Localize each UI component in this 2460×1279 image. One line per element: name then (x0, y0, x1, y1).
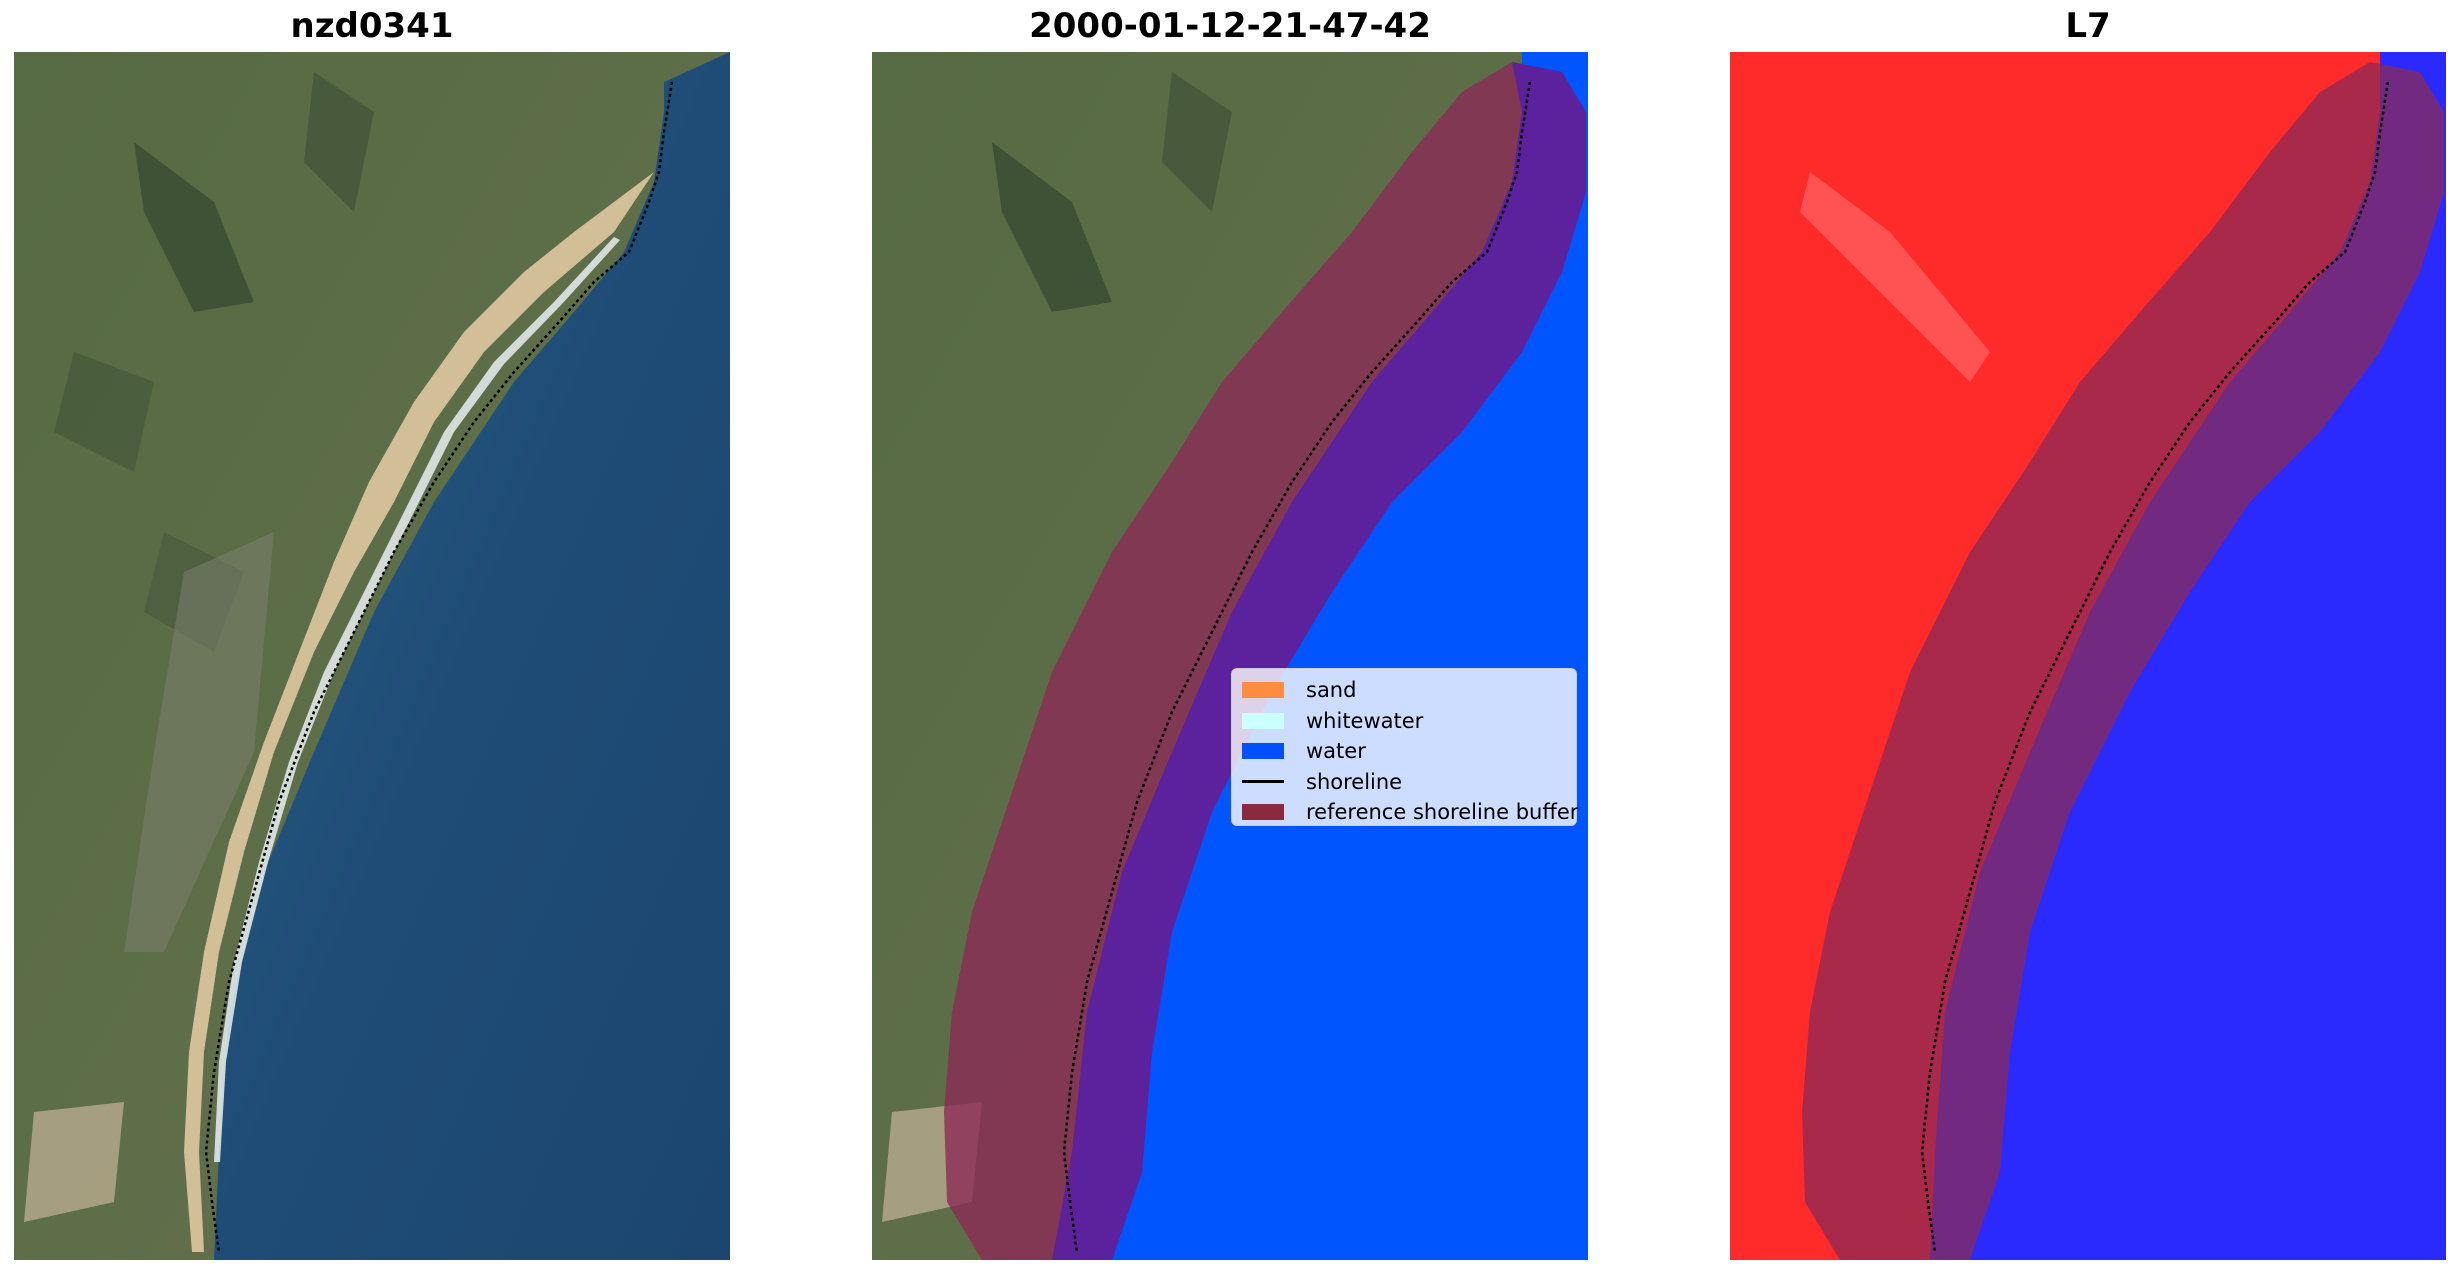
classified-shoreline (1062, 81, 1532, 1253)
water-swatch (1242, 743, 1284, 760)
sand-swatch (1242, 682, 1284, 699)
legend-item-buffer: reference shoreline buffer (1242, 797, 1578, 828)
whitewater-swatch (1242, 712, 1284, 729)
buffer-swatch (1242, 804, 1284, 821)
rgb-shoreline (204, 81, 674, 1253)
classified-image-panel (872, 52, 1588, 1260)
legend-label: reference shoreline buffer (1306, 800, 1579, 825)
legend: sand whitewater water shoreline referenc… (1231, 668, 1578, 828)
index-image (1730, 52, 2446, 1260)
panel-title-classified: 2000-01-12-21-47-42 (1029, 6, 1431, 46)
rgb-image-panel (14, 52, 730, 1260)
legend-label: shoreline (1306, 769, 1403, 794)
index-image-panel (1730, 52, 2446, 1260)
legend-item-shoreline: shoreline (1242, 767, 1566, 798)
panel-title-index: L7 (2065, 6, 2111, 46)
rgb-satellite-image (14, 52, 730, 1260)
legend-item-water: water (1242, 736, 1566, 767)
legend-label: water (1306, 739, 1366, 764)
panel-title-rgb: nzd0341 (290, 6, 454, 46)
shoreline-swatch (1242, 780, 1284, 784)
legend-label: sand (1306, 678, 1357, 703)
legend-item-sand: sand (1242, 675, 1566, 706)
index-shoreline (1920, 81, 2390, 1253)
classified-image (872, 52, 1588, 1260)
legend-item-whitewater: whitewater (1242, 706, 1566, 737)
legend-label: whitewater (1306, 708, 1424, 733)
